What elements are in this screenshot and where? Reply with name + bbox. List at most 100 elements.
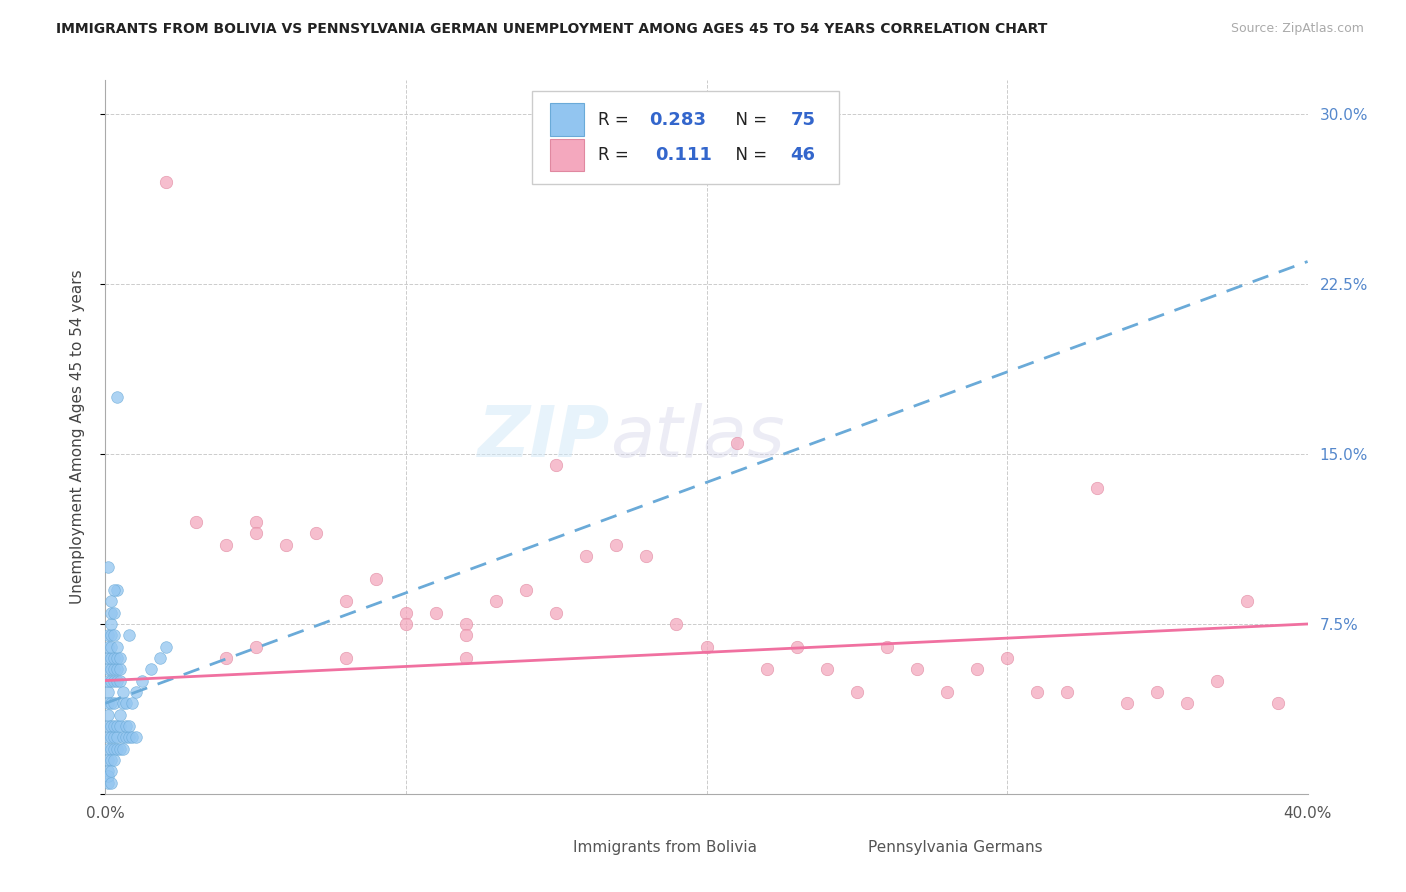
Point bbox=[665, 617, 688, 632]
Text: 0.283: 0.283 bbox=[648, 111, 706, 128]
Point bbox=[100, 606, 122, 620]
Point bbox=[103, 606, 125, 620]
Point bbox=[905, 662, 928, 676]
Point bbox=[245, 515, 267, 529]
Point bbox=[103, 673, 125, 688]
Point bbox=[110, 719, 132, 733]
Point bbox=[110, 651, 132, 665]
Point bbox=[454, 651, 477, 665]
Point bbox=[124, 731, 146, 745]
Text: N =: N = bbox=[724, 111, 772, 128]
Point bbox=[97, 719, 120, 733]
Point bbox=[100, 741, 122, 756]
Point bbox=[100, 719, 122, 733]
Point bbox=[815, 662, 838, 676]
Point bbox=[335, 594, 357, 608]
Point bbox=[118, 719, 141, 733]
Point bbox=[454, 617, 477, 632]
Point bbox=[546, 606, 568, 620]
Point bbox=[575, 549, 598, 563]
Point bbox=[107, 582, 129, 597]
FancyBboxPatch shape bbox=[533, 91, 839, 184]
Point bbox=[110, 662, 132, 676]
Text: N =: N = bbox=[724, 146, 772, 164]
Point bbox=[97, 685, 120, 699]
Point bbox=[1056, 685, 1078, 699]
Point bbox=[124, 685, 146, 699]
Point bbox=[845, 685, 868, 699]
Point bbox=[364, 572, 387, 586]
Text: atlas: atlas bbox=[610, 402, 785, 472]
Point bbox=[107, 731, 129, 745]
Point bbox=[245, 526, 267, 541]
Point bbox=[107, 651, 129, 665]
Point bbox=[110, 741, 132, 756]
Point bbox=[97, 769, 120, 783]
Text: Pennsylvania Germans: Pennsylvania Germans bbox=[868, 840, 1042, 855]
Point bbox=[131, 673, 153, 688]
Point bbox=[97, 753, 120, 767]
Point bbox=[97, 775, 120, 789]
Point bbox=[966, 662, 988, 676]
Text: 0.111: 0.111 bbox=[655, 146, 711, 164]
Text: ZIP: ZIP bbox=[478, 402, 610, 472]
Point bbox=[936, 685, 959, 699]
Point bbox=[454, 628, 477, 642]
Point bbox=[139, 662, 162, 676]
Point bbox=[100, 640, 122, 654]
Point bbox=[118, 628, 141, 642]
Point bbox=[876, 640, 898, 654]
Point bbox=[100, 662, 122, 676]
Point bbox=[110, 673, 132, 688]
Point bbox=[786, 640, 808, 654]
Point bbox=[1175, 696, 1198, 710]
Point bbox=[103, 741, 125, 756]
Point bbox=[107, 673, 129, 688]
Point bbox=[425, 606, 447, 620]
Point bbox=[112, 731, 135, 745]
Point bbox=[485, 594, 508, 608]
Point bbox=[100, 775, 122, 789]
Point bbox=[995, 651, 1018, 665]
Point bbox=[245, 640, 267, 654]
Point bbox=[1236, 594, 1258, 608]
Point bbox=[636, 549, 658, 563]
Point bbox=[515, 582, 537, 597]
Point bbox=[335, 651, 357, 665]
Bar bbox=[533, 837, 558, 858]
Point bbox=[696, 640, 718, 654]
Point bbox=[395, 606, 418, 620]
Point bbox=[100, 594, 122, 608]
Text: R =: R = bbox=[599, 111, 634, 128]
Point bbox=[274, 538, 297, 552]
Point bbox=[1026, 685, 1049, 699]
Point bbox=[305, 526, 328, 541]
Point bbox=[103, 651, 125, 665]
Point bbox=[100, 764, 122, 779]
Point bbox=[97, 628, 120, 642]
Point bbox=[121, 731, 143, 745]
Point bbox=[107, 719, 129, 733]
Point bbox=[103, 719, 125, 733]
Point bbox=[100, 696, 122, 710]
Point bbox=[395, 617, 418, 632]
Point bbox=[214, 538, 236, 552]
Point bbox=[107, 662, 129, 676]
Point bbox=[97, 764, 120, 779]
Point bbox=[725, 435, 748, 450]
Point bbox=[97, 662, 120, 676]
Point bbox=[155, 640, 177, 654]
Point bbox=[155, 175, 177, 189]
Point bbox=[214, 651, 236, 665]
Point bbox=[112, 741, 135, 756]
Point bbox=[100, 731, 122, 745]
Point bbox=[97, 707, 120, 722]
Point bbox=[755, 662, 778, 676]
Point bbox=[100, 753, 122, 767]
Text: 75: 75 bbox=[790, 111, 815, 128]
Point bbox=[97, 696, 120, 710]
Point bbox=[1206, 673, 1229, 688]
Point bbox=[115, 696, 138, 710]
Point bbox=[605, 538, 627, 552]
Point bbox=[100, 651, 122, 665]
